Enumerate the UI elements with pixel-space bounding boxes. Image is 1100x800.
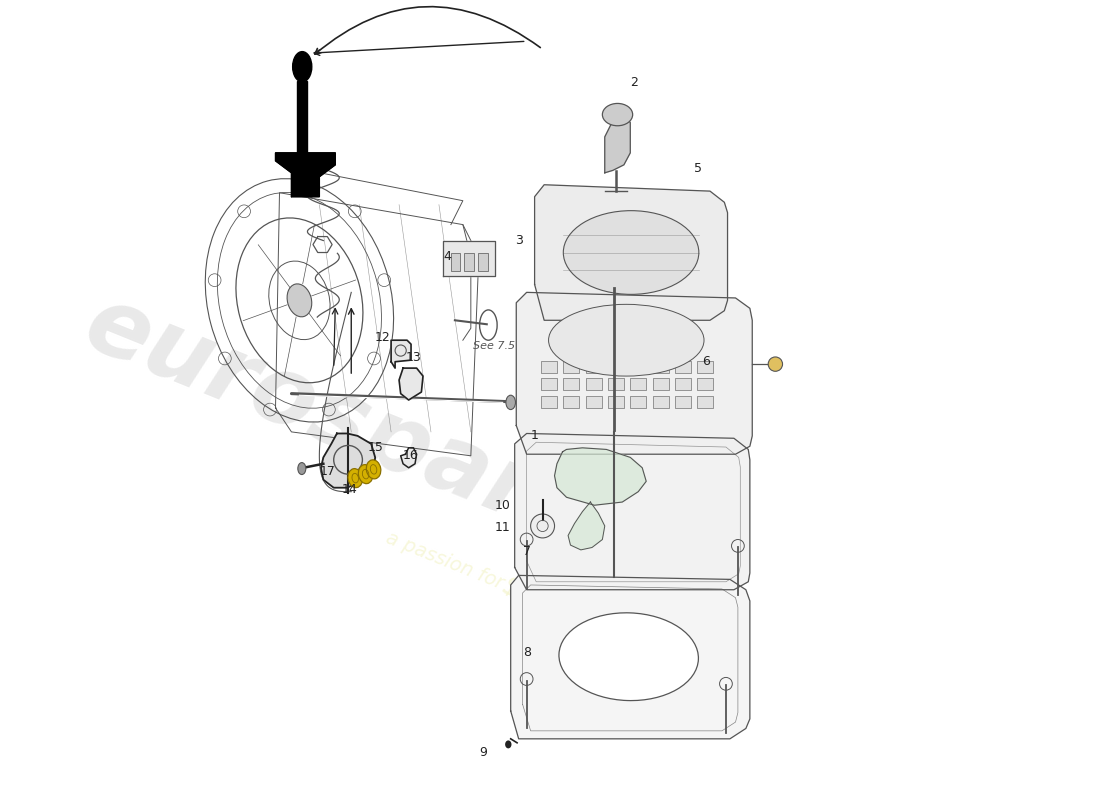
Polygon shape [535, 185, 727, 320]
Bar [630, 361, 646, 373]
Text: 16: 16 [403, 450, 419, 462]
Bar [652, 361, 669, 373]
Text: 7: 7 [522, 545, 530, 558]
Polygon shape [297, 81, 307, 153]
Text: 6: 6 [702, 355, 710, 368]
Bar [563, 361, 580, 373]
Text: eurospares: eurospares [72, 278, 660, 586]
Text: 11: 11 [495, 521, 510, 534]
Bar [675, 378, 691, 390]
Text: 2: 2 [630, 76, 638, 90]
Bar [585, 396, 602, 408]
Bar [697, 361, 713, 373]
Bar [541, 361, 557, 373]
Ellipse shape [298, 462, 306, 474]
Text: 1: 1 [530, 430, 539, 442]
Bar [675, 396, 691, 408]
Text: 5: 5 [694, 162, 702, 175]
Text: 13: 13 [406, 351, 421, 364]
Text: 4: 4 [443, 250, 451, 263]
Bar [675, 361, 691, 373]
Ellipse shape [563, 210, 698, 294]
Polygon shape [399, 368, 424, 400]
Polygon shape [392, 340, 411, 368]
Circle shape [768, 357, 782, 371]
Bar [585, 378, 602, 390]
Bar [563, 396, 580, 408]
Bar [478, 254, 487, 271]
Polygon shape [568, 502, 605, 550]
Ellipse shape [559, 613, 698, 701]
Polygon shape [554, 448, 646, 506]
Bar [652, 396, 669, 408]
Ellipse shape [293, 52, 311, 82]
Bar [541, 396, 557, 408]
Text: 14: 14 [342, 482, 358, 496]
Ellipse shape [359, 465, 373, 484]
Text: 17: 17 [319, 466, 336, 478]
Ellipse shape [506, 395, 516, 410]
Text: 3: 3 [515, 234, 522, 247]
Text: 8: 8 [522, 646, 530, 659]
Ellipse shape [366, 460, 381, 479]
Bar [630, 378, 646, 390]
Bar [608, 378, 624, 390]
Text: 15: 15 [367, 442, 383, 454]
Polygon shape [510, 575, 750, 739]
Bar [697, 378, 713, 390]
Bar [608, 361, 624, 373]
Ellipse shape [549, 304, 704, 376]
Bar [608, 396, 624, 408]
Polygon shape [605, 114, 630, 173]
Ellipse shape [348, 469, 363, 488]
Bar [630, 396, 646, 408]
Ellipse shape [287, 284, 311, 317]
Polygon shape [321, 434, 375, 488]
Text: 9: 9 [478, 746, 486, 759]
Bar [541, 378, 557, 390]
Circle shape [530, 514, 554, 538]
Bar [652, 378, 669, 390]
Bar [464, 254, 474, 271]
Text: since 1985: since 1985 [498, 567, 680, 666]
Polygon shape [443, 241, 495, 277]
Ellipse shape [505, 741, 512, 748]
Bar [585, 361, 602, 373]
Text: 12: 12 [375, 331, 390, 344]
Polygon shape [515, 434, 750, 590]
Bar [697, 396, 713, 408]
Polygon shape [275, 153, 336, 197]
Text: 10: 10 [495, 498, 510, 512]
Text: a passion for parts: a passion for parts [383, 529, 559, 614]
Ellipse shape [603, 103, 632, 126]
Bar [563, 378, 580, 390]
Bar [451, 254, 461, 271]
Polygon shape [516, 292, 752, 454]
Text: See 7.5: See 7.5 [473, 341, 515, 350]
